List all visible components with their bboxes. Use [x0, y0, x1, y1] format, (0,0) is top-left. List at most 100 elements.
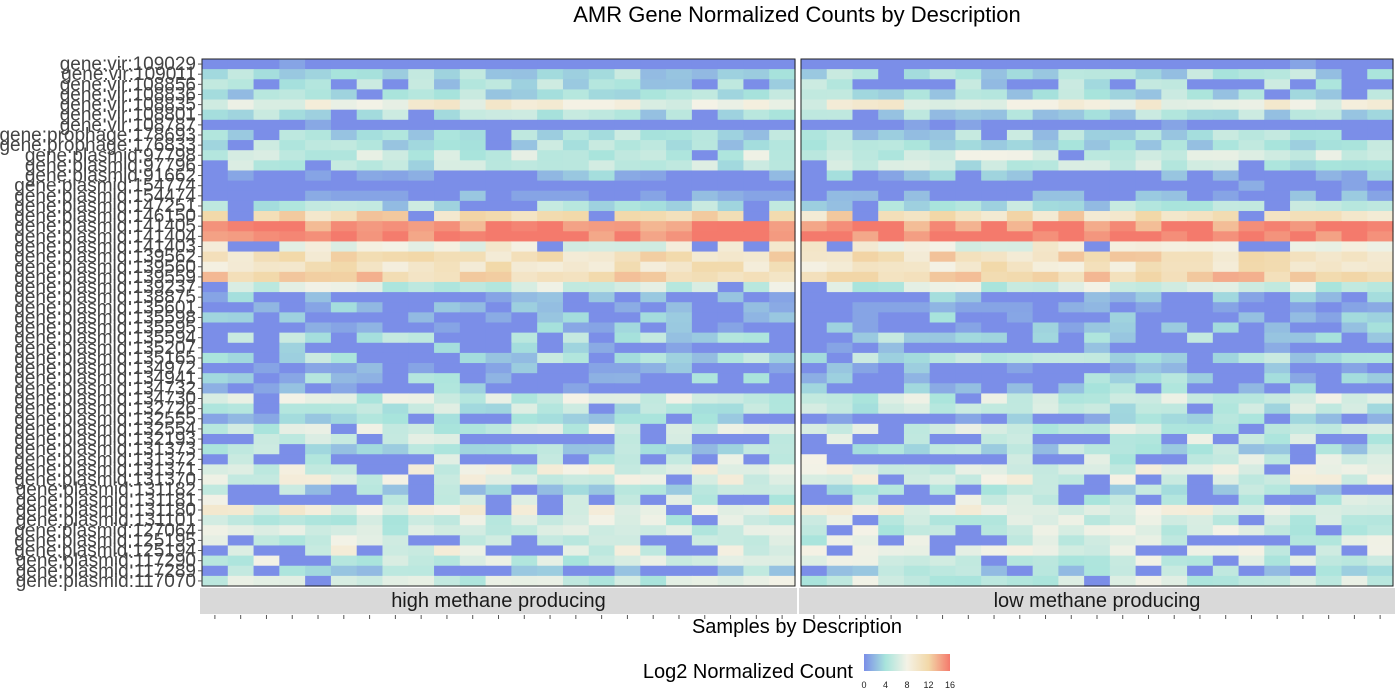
- heatmap-cell: [227, 79, 255, 90]
- heatmap-cell: [382, 292, 409, 303]
- heatmap-cell: [769, 211, 796, 222]
- heatmap-cell: [1212, 59, 1240, 70]
- heatmap-cell: [981, 342, 1008, 354]
- heatmap-cell: [202, 383, 229, 395]
- heatmap-cell: [903, 271, 931, 283]
- heatmap-cell: [588, 322, 616, 334]
- heatmap-cell: [666, 302, 693, 313]
- heatmap-cell: [929, 484, 957, 496]
- heatmap-cell: [717, 89, 745, 101]
- heatmap-cell: [279, 150, 306, 161]
- heatmap-cell: [202, 433, 229, 445]
- heatmap-cell: [434, 170, 461, 182]
- heatmap-cell: [1315, 119, 1343, 131]
- heatmap-cell: [1006, 332, 1034, 344]
- heatmap-cell: [562, 221, 590, 232]
- heatmap-cell: [588, 504, 616, 516]
- heatmap-cell: [1187, 454, 1214, 465]
- heatmap-cell: [878, 231, 905, 243]
- heatmap-cell: [826, 403, 854, 415]
- heatmap-cell: [202, 363, 229, 374]
- heatmap-cell: [434, 474, 461, 486]
- heatmap-cell: [253, 180, 280, 192]
- heatmap-cell: [485, 271, 512, 283]
- heatmap-cell: [305, 322, 332, 334]
- heatmap-cell: [614, 129, 641, 141]
- heatmap-cell: [981, 140, 1008, 151]
- heatmap-cell: [1341, 383, 1368, 395]
- heatmap-cell: [903, 89, 931, 101]
- heatmap-cell: [434, 129, 461, 141]
- heatmap-cell: [1367, 494, 1394, 506]
- heatmap-cell: [981, 363, 1008, 374]
- heatmap-cell: [691, 474, 719, 486]
- heatmap-cell: [305, 190, 332, 202]
- heatmap-cell: [1161, 119, 1188, 131]
- heatmap-cell: [666, 454, 693, 465]
- heatmap-cell: [929, 403, 957, 415]
- heatmap-cell: [1084, 363, 1111, 374]
- heatmap-cell: [588, 383, 616, 395]
- heatmap-cell: [1161, 393, 1188, 405]
- y-tick-label: gene:plasmid:135601: [14, 297, 196, 318]
- heatmap-cell: [1109, 69, 1137, 80]
- heatmap-cell: [1006, 423, 1034, 435]
- heatmap-cell: [826, 342, 854, 354]
- heatmap-cell: [459, 170, 487, 182]
- heatmap-cell: [1187, 555, 1214, 567]
- heatmap-cell: [562, 140, 590, 151]
- heatmap-cell: [1341, 515, 1368, 526]
- heatmap-cell: [1032, 494, 1059, 506]
- heatmap-cell: [1161, 504, 1188, 516]
- heatmap-cell: [408, 160, 435, 172]
- heatmap-cell: [955, 251, 982, 263]
- heatmap-cell: [227, 150, 255, 161]
- heatmap-cell: [588, 555, 616, 567]
- heatmap-cell: [1367, 373, 1394, 384]
- heatmap-cell: [1006, 231, 1034, 243]
- heatmap-cell: [305, 555, 332, 567]
- heatmap-cell: [614, 190, 641, 202]
- heatmap-cell: [459, 79, 487, 90]
- heatmap-cell: [1006, 363, 1034, 374]
- heatmap-cell: [801, 292, 828, 303]
- y-tick-label: gene:prophage:176833: [0, 135, 196, 156]
- heatmap-cell: [1161, 363, 1188, 374]
- heatmap-cell: [1367, 281, 1394, 293]
- heatmap-cell: [955, 342, 982, 354]
- heatmap-cell: [202, 444, 229, 455]
- heatmap-cell: [769, 160, 796, 172]
- y-tick-label: gene:plasmid:139560: [14, 257, 196, 278]
- heatmap-cell: [562, 352, 590, 364]
- heatmap-cell: [878, 332, 905, 344]
- heatmap-cell: [1341, 190, 1368, 202]
- heatmap-cell: [717, 150, 745, 161]
- heatmap-cell: [253, 241, 280, 253]
- heatmap-cell: [878, 69, 905, 80]
- heatmap-cell: [485, 545, 512, 557]
- heatmap-cell: [1161, 221, 1188, 232]
- heatmap-cell: [1290, 140, 1317, 151]
- heatmap-cell: [903, 413, 931, 425]
- heatmap-cell: [691, 271, 719, 283]
- heatmap-cell: [981, 221, 1008, 232]
- heatmap-cell: [1264, 231, 1291, 243]
- heatmap-cell: [878, 342, 905, 354]
- heatmap-cell: [202, 271, 229, 283]
- heatmap-cell: [1032, 180, 1059, 192]
- heatmap-cell: [588, 109, 616, 121]
- heatmap-cell: [929, 373, 957, 384]
- heatmap-cell: [485, 332, 512, 344]
- heatmap-cell: [929, 393, 957, 405]
- heatmap-cell: [852, 109, 879, 121]
- heatmap-cell: [1367, 545, 1394, 557]
- heatmap-cell: [459, 342, 487, 354]
- heatmap-cell: [1315, 555, 1343, 567]
- heatmap-cell: [1161, 565, 1188, 577]
- heatmap-cell: [537, 160, 564, 172]
- heatmap-cell: [1290, 444, 1317, 455]
- heatmap-cell: [1109, 89, 1137, 101]
- heatmap-cell: [408, 271, 435, 283]
- heatmap-cell: [434, 231, 461, 243]
- heatmap-cell: [227, 322, 255, 334]
